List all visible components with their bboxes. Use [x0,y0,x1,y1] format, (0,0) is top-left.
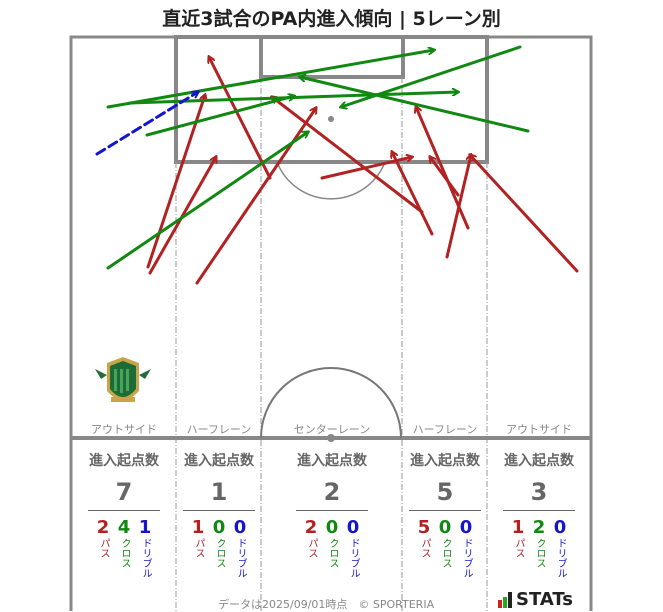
pass-arrow [470,155,579,273]
pass-count: 2 [96,517,110,538]
cross-arrow [106,132,308,270]
cross-count: 0 [438,517,452,538]
lane-stat-halfspace-left: 進入起点数 1 1 パス 0 クロス 0 ドリブル [177,450,261,578]
dribble-count: 0 [553,517,567,538]
lane-label-outside-left: アウトサイド [91,423,157,436]
pass-arrow [430,157,460,197]
dribble-count: 0 [233,517,247,538]
team-emblem-icon [95,357,151,402]
lane-stat-halfspace-right: 進入起点数 5 5 パス 0 クロス 0 ドリブル [403,450,487,578]
cross-arrow [341,45,522,107]
cross-label: クロス [440,538,451,568]
pass-count: 5 [417,517,431,538]
cross-label: クロス [214,538,225,568]
dribble-label: ドリブル [461,538,472,578]
pass-arrow [445,155,471,259]
lane-stat-outside-left: 進入起点数 7 2 パス 4 クロス 1 ドリブル [76,450,172,578]
stat-heading: 進入起点数 [410,453,480,469]
stat-heading: 進入起点数 [504,453,574,469]
lane-label-halfspace-left: ハーフレーン [186,423,252,436]
pass-label: パス [306,538,317,558]
dribble-label: ドリブル [235,538,246,578]
pass-arrow [195,108,316,285]
entry-arrows [95,45,579,285]
cross-count: 4 [117,517,131,538]
data-footer: データは2025/09/01時点 © SPORTERIA [218,598,435,611]
pass-label: パス [513,538,524,558]
dribble-count: 0 [459,517,473,538]
pass-arrow [392,152,434,236]
pass-count: 1 [511,517,525,538]
cross-count: 0 [212,517,226,538]
pass-label: パス [193,538,204,558]
cross-arrow [145,96,294,137]
stat-total: 2 [323,478,341,506]
lane-label-halfspace-right: ハーフレーン [412,423,478,436]
lane-label-center: センターレーン [293,423,371,436]
stat-heading: 進入起点数 [89,453,159,469]
pass-arrow [209,57,272,180]
dribble-count: 1 [138,517,152,538]
stat-total: 1 [210,478,228,506]
chart-title: 直近3試合のPA内進入傾向 | 5レーン別 [162,8,501,30]
cross-label: クロス [327,538,338,568]
dribble-label: ドリブル [140,538,151,578]
pass-count: 2 [304,517,318,538]
lane-label-outside-right: アウトサイド [506,423,572,436]
dribble-arrow [95,92,198,156]
dribble-label: ドリブル [348,538,359,578]
stats-bars-icon [498,591,512,608]
cross-label: クロス [534,538,545,568]
cross-label: クロス [119,538,130,568]
stat-heading: 進入起点数 [184,453,254,469]
pass-label: パス [98,538,109,558]
cross-arrow [106,50,434,109]
cross-arrow [300,77,530,133]
cross-count: 2 [532,517,546,538]
dribble-label: ドリブル [555,538,566,578]
cross-count: 0 [325,517,339,538]
lane-stat-outside-right: 進入起点数 3 1 パス 2 クロス 0 ドリブル [488,450,590,578]
pass-label: パス [419,538,430,558]
stat-total: 5 [436,478,454,506]
stat-total: 3 [530,478,548,506]
dribble-count: 0 [346,517,360,538]
pass-count: 1 [191,517,205,538]
brand-logo: STATs [498,589,573,610]
brand-text: STATs [516,589,573,610]
stat-total: 7 [115,478,133,506]
stat-heading: 進入起点数 [297,453,367,469]
lane-stat-center: 進入起点数 2 2 パス 0 クロス 0 ドリブル [262,450,402,578]
pass-arrow [272,97,424,214]
pass-arrow [148,157,216,275]
pass-arrow [416,107,470,230]
